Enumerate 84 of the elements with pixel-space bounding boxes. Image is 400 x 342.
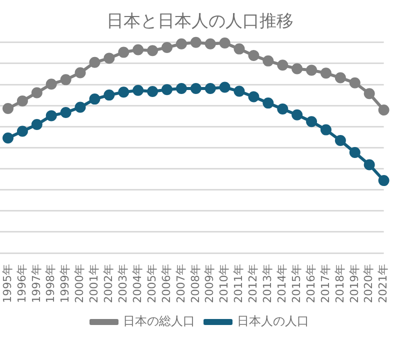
point: [219, 38, 230, 49]
point: [262, 98, 274, 109]
x-tick-label: 2015年: [290, 264, 303, 304]
point: [147, 86, 158, 97]
point: [204, 83, 216, 94]
point: [248, 91, 260, 102]
point: [2, 132, 14, 144]
point: [334, 135, 346, 146]
point: [74, 102, 86, 113]
x-tick-label: 1996年: [15, 264, 28, 304]
point: [16, 126, 28, 137]
point: [378, 175, 390, 186]
x-tick-label: 2000年: [73, 264, 86, 304]
point: [234, 86, 245, 97]
x-tick-label: 2009年: [203, 264, 216, 304]
point: [31, 119, 42, 130]
x-tick-label: 1998年: [44, 264, 58, 304]
point: [2, 103, 14, 114]
point: [378, 104, 390, 116]
legend-label: 日本人の人口: [237, 314, 309, 328]
chart-title: 日本と日本人の人口推移: [106, 12, 294, 32]
x-tick-label: 2020年: [362, 264, 376, 304]
point: [248, 50, 260, 61]
point: [104, 90, 115, 101]
point: [306, 64, 318, 76]
point: [176, 38, 187, 50]
x-tick-label: 2013年: [261, 264, 274, 304]
point: [89, 94, 100, 105]
x-tick-label: 1997年: [30, 264, 43, 304]
point: [277, 60, 288, 71]
x-tick-label: 2021年: [376, 264, 390, 304]
x-tick-label: 2014年: [275, 264, 288, 304]
point: [161, 84, 172, 96]
point: [234, 43, 245, 54]
point: [104, 52, 115, 64]
point: [219, 82, 230, 93]
point: [306, 116, 318, 128]
point: [190, 83, 202, 94]
point: [161, 42, 172, 53]
point: [132, 84, 144, 96]
x-tick-label: 2017年: [318, 264, 332, 304]
x-tick-label: 2006年: [160, 264, 173, 304]
x-tick-label: 2008年: [188, 264, 202, 304]
x-tick-label: 2002年: [102, 264, 116, 304]
point: [176, 83, 187, 94]
point: [60, 107, 72, 118]
point: [320, 68, 332, 79]
point: [46, 78, 57, 90]
point: [292, 63, 303, 74]
x-tick-label: 2019年: [348, 264, 361, 304]
x-tick-label: 2018年: [333, 264, 346, 304]
point: [349, 77, 360, 88]
x-tick-label: 2001年: [88, 264, 101, 304]
point: [277, 103, 288, 114]
point: [132, 44, 144, 56]
x-tick-label: 1995年: [0, 264, 14, 304]
point: [190, 36, 202, 48]
point: [147, 45, 158, 56]
point: [74, 67, 86, 78]
x-tick-label: 2004年: [130, 264, 144, 304]
x-tick-label: 2007年: [174, 264, 188, 304]
x-tick-label: 2016年: [304, 264, 318, 304]
x-tick-label: 2010年: [218, 264, 231, 304]
point: [349, 147, 360, 158]
x-tick-label: 2012年: [246, 264, 260, 304]
point: [89, 56, 100, 68]
point: [118, 46, 130, 58]
point: [262, 55, 274, 66]
point: [320, 124, 332, 136]
x-tick-label: 2011年: [232, 264, 246, 304]
point: [292, 109, 303, 120]
point: [204, 38, 216, 50]
point: [364, 88, 375, 100]
x-tick-label: 2005年: [145, 264, 158, 304]
point: [118, 86, 130, 98]
point: [46, 110, 57, 122]
x-tick-label: 1999年: [58, 264, 72, 304]
point: [60, 74, 72, 86]
point: [31, 87, 42, 98]
point: [364, 159, 375, 170]
x-tick-label: 2003年: [116, 264, 130, 304]
point: [334, 72, 346, 84]
legend-label: 日本の総人口: [123, 314, 195, 328]
point: [16, 95, 28, 106]
